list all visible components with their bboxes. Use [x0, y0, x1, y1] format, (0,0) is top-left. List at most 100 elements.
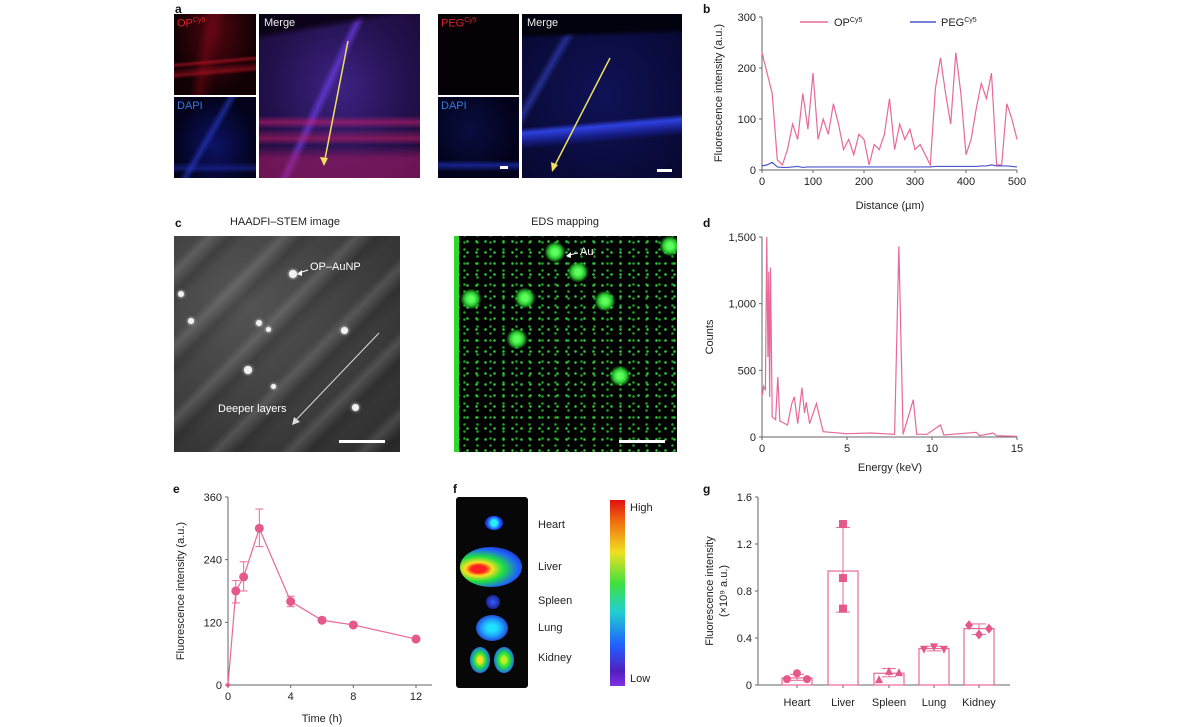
legend-op-sup: Cy5	[850, 17, 863, 24]
legend-op-label: OPCy5	[834, 17, 862, 29]
chart-b-x-tick-label: 500	[1008, 176, 1026, 188]
peg-label-text: PEG	[441, 17, 465, 30]
colorbar-low-label: Low	[630, 673, 651, 685]
chart-d-x-tick-label: 15	[1011, 443, 1023, 455]
chart-d-ylabel: Counts	[704, 319, 716, 354]
au-annotation: Au	[580, 246, 594, 258]
liver-signal	[460, 547, 522, 587]
chart-g-point	[895, 668, 903, 677]
chart-b-x-tick-label: 200	[855, 176, 873, 188]
chart-e-point	[231, 586, 241, 596]
dapi-image-op: DAPI	[174, 97, 256, 178]
dapi-image-peg: DAPI	[438, 97, 519, 178]
chart-d-x-tick-label: 10	[926, 443, 938, 455]
chart-d-x-tick-label: 5	[844, 443, 850, 455]
spleen-signal	[486, 595, 500, 609]
au-cluster	[609, 366, 631, 386]
eds-title: EDS mapping	[531, 216, 599, 228]
chart-b-series-op	[761, 52, 1018, 168]
arrows-icon	[292, 269, 380, 425]
chart-g-point	[985, 623, 993, 634]
nanoparticle	[244, 366, 252, 374]
organ-imaging-photo	[456, 497, 528, 688]
chart-e-point	[317, 615, 327, 625]
panel-label-c: c	[175, 216, 182, 230]
organ-label-kidney: Kidney	[538, 652, 572, 664]
op-aunp-annotation: OP–AuNP	[310, 261, 361, 273]
yellow-arrow-icon	[320, 40, 349, 166]
legend-op-name: OP	[834, 17, 850, 29]
chart-g-point	[875, 675, 883, 684]
chart-e-xlabel: Time (h)	[302, 713, 343, 725]
organ-label-spleen: Spleen	[538, 595, 573, 607]
chart-g-bar-heart	[781, 677, 813, 686]
chart-d-xlabel: Energy (keV)	[858, 462, 922, 474]
nanoparticle	[352, 404, 359, 411]
scale-bar	[339, 440, 385, 443]
chart-g-point	[839, 574, 847, 583]
chart-d-y-tick-label: 0	[750, 432, 756, 444]
chart-b-y-tick-label: 300	[738, 12, 756, 24]
legend-peg-label: PEGCy5	[941, 17, 977, 29]
chart-g-category-label: Kidney	[962, 697, 996, 709]
chart-g-point	[839, 520, 847, 529]
chart-e-y-tick-label: 0	[216, 680, 222, 692]
merge-label: Merge	[264, 17, 296, 29]
chart-g-point	[965, 620, 973, 631]
nanoparticle	[341, 327, 348, 334]
scale-bar	[657, 169, 672, 172]
op-cy5-image: OPCy5	[174, 14, 256, 95]
chart-g-category-label: Heart	[784, 697, 811, 709]
chart-g-point	[920, 645, 928, 654]
au-cluster	[544, 242, 566, 262]
peg-label-sup: Cy5	[464, 17, 477, 24]
op-label-text: OP	[177, 17, 193, 30]
chart-e-x-tick-label: 8	[350, 691, 356, 703]
lung-signal	[476, 615, 508, 641]
op-label-sup: Cy5	[192, 17, 206, 24]
chart-b-y-tick-label: 0	[750, 165, 756, 177]
chart-g-bar-kidney	[963, 627, 995, 686]
chart-e-line	[227, 526, 417, 686]
au-cluster	[514, 288, 536, 308]
organ-label-heart: Heart	[538, 519, 565, 531]
organ-label-lung: Lung	[538, 622, 563, 634]
chart-g-point	[793, 669, 801, 678]
nanoparticle	[271, 384, 276, 389]
chart-e-y-tick-label: 240	[204, 555, 222, 567]
chart-e-x-tick-label: 0	[225, 691, 231, 703]
panel-label-g: g	[703, 482, 711, 496]
chart-e-point	[226, 683, 230, 687]
au-cluster	[506, 329, 528, 349]
arrow-icon	[566, 252, 579, 258]
chart-g-y-tick-label: 0.8	[737, 586, 752, 598]
chart-b-y-tick-label: 100	[738, 114, 756, 126]
merge-label: Merge	[527, 17, 559, 29]
nanoparticle	[266, 327, 271, 332]
chart-g-point	[783, 675, 791, 684]
colorbar-high-label: High	[630, 502, 653, 514]
kidney-signal	[494, 647, 514, 673]
chart-g-bar-liver	[827, 570, 859, 686]
chart-g-point	[930, 643, 938, 652]
chart-g-y-tick-label: 1.2	[737, 539, 752, 551]
chart-e-x-tick-label: 12	[410, 691, 422, 703]
organ-label-liver: Liver	[538, 561, 562, 573]
chart-b-series-peg	[761, 161, 1018, 169]
merge-image-peg: Merge	[522, 14, 682, 178]
legend-peg-sup: Cy5	[964, 17, 977, 24]
panel-label-a: a	[175, 2, 182, 16]
chart-d-y-tick-label: 1,000	[728, 299, 756, 311]
kidney-signal	[470, 647, 490, 673]
panel-label-e: e	[173, 482, 180, 496]
chart-e-point	[239, 572, 249, 582]
chart-g-category-label: Spleen	[872, 697, 906, 709]
chart-d-y-tick-label: 1,500	[728, 232, 756, 244]
chart-b-xlabel: Distance (µm)	[856, 200, 925, 212]
chart-b-x-tick-label: 300	[906, 176, 924, 188]
chart-e-point	[254, 523, 264, 533]
panel-label-f: f	[453, 482, 457, 496]
chart-d-spectrum-line	[761, 236, 1018, 437]
dapi-label: DAPI	[441, 100, 467, 112]
au-cluster	[460, 289, 482, 309]
